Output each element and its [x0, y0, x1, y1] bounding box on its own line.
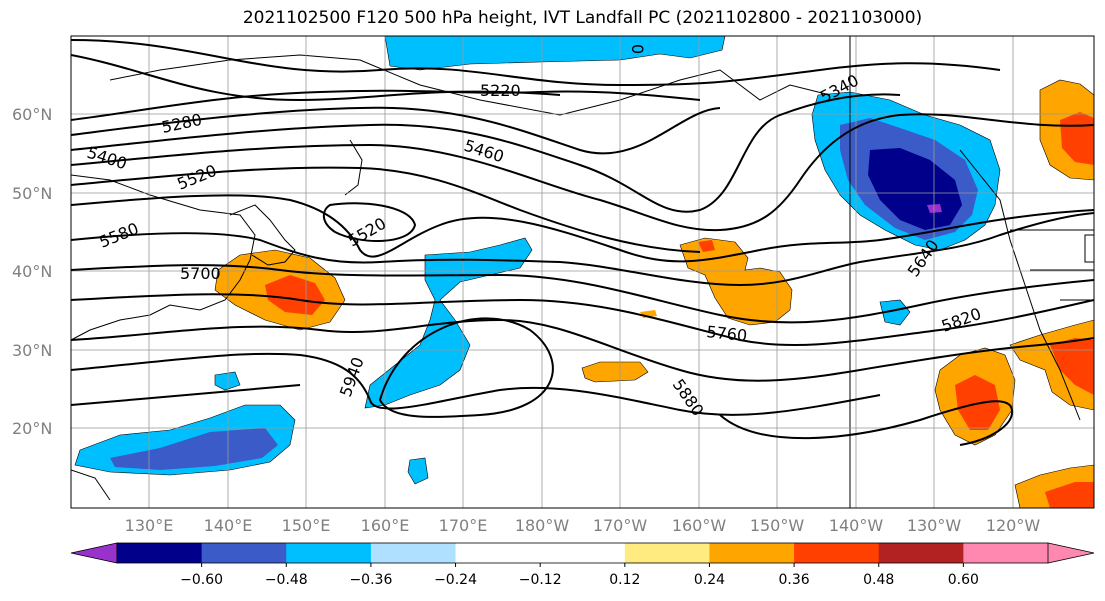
- colorbar-tick-label: 0.60: [948, 572, 979, 588]
- lon-label: 170°E: [439, 516, 488, 535]
- colorbar-tick-label: −0.36: [349, 572, 392, 588]
- contour-label: 5700: [180, 264, 221, 283]
- colorbar: −0.60 −0.48 −0.36 −0.24 −0.12 0.12 0.24 0.36 0.4…: [70, 542, 1095, 588]
- colorbar-tick-label: −0.60: [180, 572, 223, 588]
- lat-label: 60°N: [12, 105, 52, 124]
- lat-label: 20°N: [12, 419, 52, 438]
- colorbar-segment: [624, 543, 710, 563]
- longitude-labels: 130°E 140°E 150°E 160°E 170°E 180°W 170°…: [125, 516, 1041, 535]
- latitude-labels: 60°N 50°N 40°N 30°N 20°N: [12, 105, 52, 438]
- contour-label: 5580: [96, 219, 141, 252]
- colorbar-segment: [794, 543, 880, 563]
- colorbar-segment: [709, 543, 795, 563]
- contour-label: 5220: [480, 81, 521, 100]
- ivt-shading: [74, 36, 1094, 508]
- lat-label: 30°N: [12, 341, 52, 360]
- colorbar-tick-label: −0.12: [519, 572, 562, 588]
- lon-label: 150°W: [750, 516, 805, 535]
- lat-label: 40°N: [12, 262, 52, 281]
- lon-label: 160°W: [672, 516, 727, 535]
- colorbar-tick-label: 0.24: [694, 572, 725, 588]
- colorbar-segment: [370, 543, 457, 563]
- colorbar-tick-label: −0.24: [434, 572, 477, 588]
- map-title: 2021102500 F120 500 hPa height, IVT Land…: [242, 8, 923, 28]
- lon-label: 160°E: [361, 516, 410, 535]
- colorbar-segment: [201, 543, 287, 563]
- colorbar-extend-high: [1047, 542, 1095, 564]
- lon-label: 170°W: [593, 516, 648, 535]
- colorbar-segment: [878, 543, 964, 563]
- lon-label: 130°W: [907, 516, 962, 535]
- lon-label: 120°W: [986, 516, 1041, 535]
- lon-label: 130°E: [125, 516, 174, 535]
- colorbar-segment: [455, 543, 541, 563]
- contour-label: 0: [628, 44, 647, 54]
- colorbar-tick-label: 0.48: [863, 572, 894, 588]
- colorbar-segment: [286, 543, 372, 563]
- lat-label: 50°N: [12, 184, 52, 203]
- lon-label: 180°W: [515, 516, 570, 535]
- height-contours: [71, 39, 1094, 446]
- lon-label: 150°E: [282, 516, 331, 535]
- map-frame: [70, 35, 1095, 509]
- colorbar-frame: [116, 542, 1049, 564]
- colorbar-tick-label: 0.12: [609, 572, 640, 588]
- contour-label: 5760: [706, 322, 748, 345]
- colorbar-extend-low: [70, 542, 118, 564]
- contour-label: 5940: [336, 355, 368, 400]
- colorbar-segment: [117, 543, 203, 563]
- colorbar-tick-label: 0.36: [779, 572, 810, 588]
- contour-label: 5520: [174, 161, 219, 194]
- colorbar-tick-label: −0.48: [265, 572, 308, 588]
- colorbar-segment: [540, 543, 626, 563]
- contour-label: 5400: [85, 143, 130, 174]
- contour-label: 5520: [345, 214, 390, 251]
- colorbar-segment: [963, 543, 1049, 563]
- lon-label: 140°W: [829, 516, 884, 535]
- lon-label: 140°E: [204, 516, 253, 535]
- contour-label: 5820: [939, 304, 984, 336]
- coastlines: [71, 36, 1094, 508]
